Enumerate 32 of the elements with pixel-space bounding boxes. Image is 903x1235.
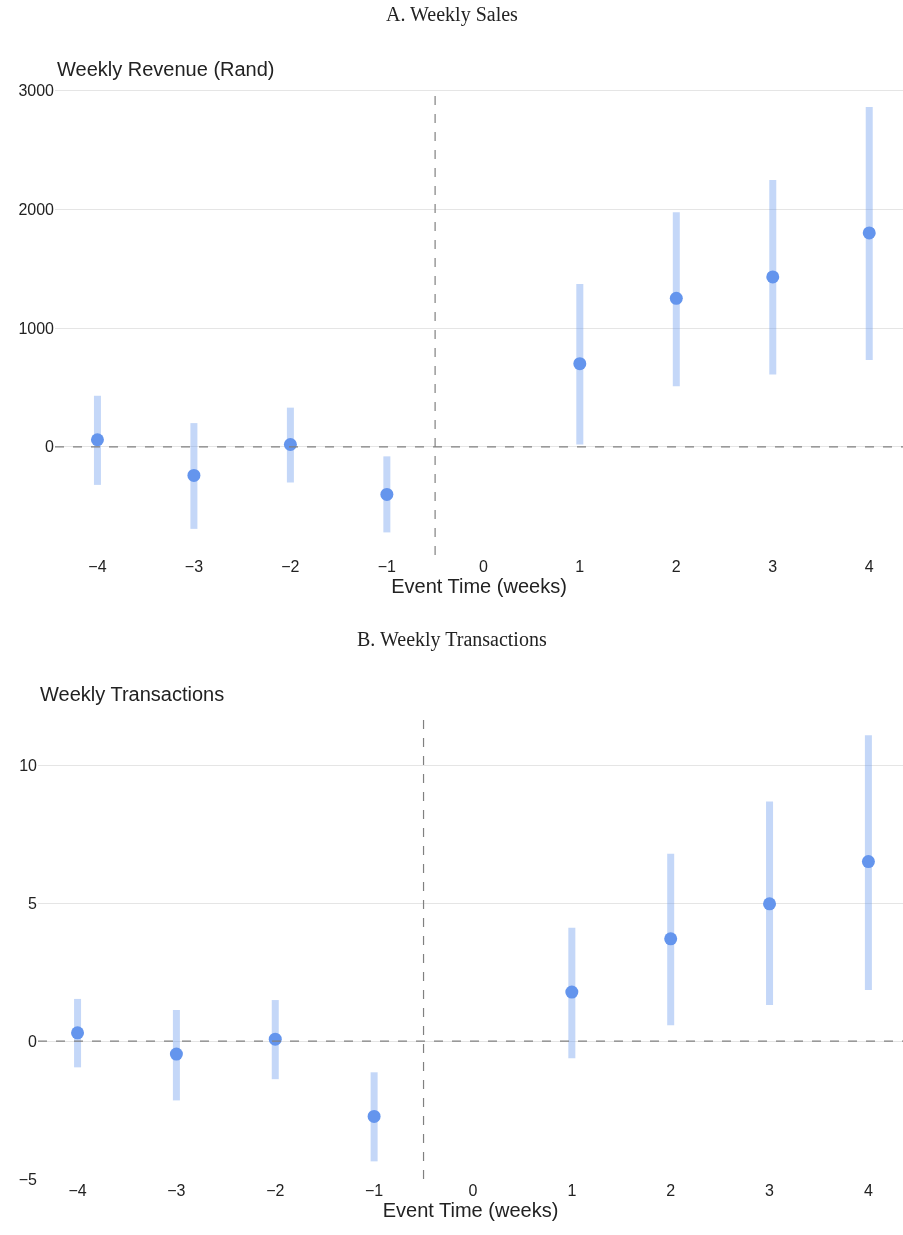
x-tick-label: −4: [68, 1182, 87, 1199]
x-axis-title: Event Time (weeks): [382, 1199, 559, 1221]
x-tick-label: 3: [768, 558, 778, 575]
x-tick-label: −3: [167, 1182, 186, 1199]
y-axis-title: Weekly Revenue (Rand): [57, 58, 275, 80]
x-tick-label: −1: [377, 558, 397, 575]
x-tick-label: 2: [671, 558, 681, 575]
x-tick-label: −2: [281, 558, 300, 575]
x-tick-label: −1: [364, 1182, 384, 1199]
y-tick-label: 0: [28, 1032, 38, 1050]
y-tick-label: 0: [45, 438, 55, 456]
x-tick-label: 4: [863, 1182, 873, 1199]
y-tick-label: 5: [28, 894, 38, 912]
x-axis-title: Event Time (weeks): [391, 575, 567, 597]
x-tick-label: −4: [88, 558, 107, 575]
x-tick-label: 0: [478, 558, 488, 575]
y-tick-label: 3000: [18, 81, 55, 99]
x-tick-label: 1: [567, 1182, 577, 1199]
y-tick-label: 2000: [18, 200, 55, 218]
y-axis-title: Weekly Transactions: [40, 683, 225, 705]
x-tick-label: 4: [864, 558, 874, 575]
x-tick-label: 0: [468, 1182, 478, 1199]
x-tick-label: −2: [266, 1182, 285, 1199]
y-tick-label: −5: [18, 1170, 38, 1188]
chart-title: B. Weekly Transactions: [357, 628, 547, 651]
y-tick-label: 10: [19, 756, 38, 774]
x-tick-label: 2: [666, 1182, 676, 1199]
x-tick-label: 1: [575, 558, 585, 575]
x-tick-label: 3: [765, 1182, 775, 1199]
y-tick-label: 1000: [18, 319, 55, 337]
x-tick-label: −3: [184, 558, 204, 575]
chart-title: A. Weekly Sales: [386, 3, 519, 26]
